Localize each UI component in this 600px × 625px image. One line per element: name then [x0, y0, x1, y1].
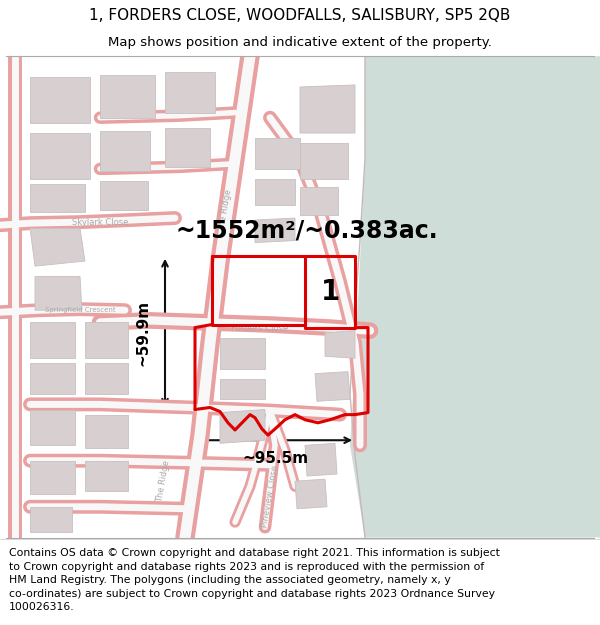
- Polygon shape: [305, 443, 337, 476]
- Polygon shape: [85, 461, 128, 491]
- Polygon shape: [315, 372, 350, 401]
- Polygon shape: [220, 379, 265, 399]
- Text: Contains OS data © Crown copyright and database right 2021. This information is : Contains OS data © Crown copyright and d…: [9, 548, 500, 612]
- Text: The Ridge: The Ridge: [155, 459, 171, 503]
- Polygon shape: [100, 131, 150, 171]
- Polygon shape: [255, 218, 295, 242]
- Polygon shape: [30, 133, 90, 179]
- Polygon shape: [30, 184, 85, 212]
- Polygon shape: [220, 338, 265, 369]
- Polygon shape: [30, 228, 85, 266]
- Polygon shape: [85, 414, 128, 448]
- Polygon shape: [30, 409, 75, 446]
- Text: ~95.5m: ~95.5m: [242, 451, 308, 466]
- Polygon shape: [255, 179, 295, 205]
- Polygon shape: [30, 507, 72, 532]
- Text: ~59.9m: ~59.9m: [136, 299, 151, 366]
- Polygon shape: [300, 143, 348, 179]
- Polygon shape: [85, 363, 128, 394]
- Text: Forders Close: Forders Close: [232, 324, 289, 333]
- Polygon shape: [85, 322, 128, 358]
- Polygon shape: [30, 322, 75, 358]
- Text: Map shows position and indicative extent of the property.: Map shows position and indicative extent…: [108, 36, 492, 49]
- Polygon shape: [300, 188, 338, 215]
- Polygon shape: [255, 138, 300, 169]
- Polygon shape: [165, 72, 215, 112]
- Polygon shape: [30, 461, 75, 494]
- Polygon shape: [30, 363, 75, 394]
- Text: Pineview Close: Pineview Close: [260, 464, 280, 528]
- Polygon shape: [220, 409, 265, 443]
- Text: 1, FORDERS CLOSE, WOODFALLS, SALISBURY, SP5 2QB: 1, FORDERS CLOSE, WOODFALLS, SALISBURY, …: [89, 8, 511, 23]
- Polygon shape: [100, 181, 148, 210]
- Polygon shape: [100, 74, 155, 118]
- Text: The Ridge: The Ridge: [217, 188, 233, 231]
- Polygon shape: [165, 128, 210, 167]
- Text: 1: 1: [320, 278, 340, 306]
- Polygon shape: [295, 479, 327, 509]
- Polygon shape: [300, 85, 355, 133]
- Text: Skylark Close: Skylark Close: [72, 217, 128, 227]
- Text: Springfield Crescent: Springfield Crescent: [44, 307, 115, 313]
- Polygon shape: [325, 331, 355, 358]
- Polygon shape: [30, 77, 90, 122]
- Polygon shape: [350, 56, 600, 538]
- Polygon shape: [35, 276, 82, 310]
- Text: ~1552m²/~0.383ac.: ~1552m²/~0.383ac.: [175, 218, 437, 242]
